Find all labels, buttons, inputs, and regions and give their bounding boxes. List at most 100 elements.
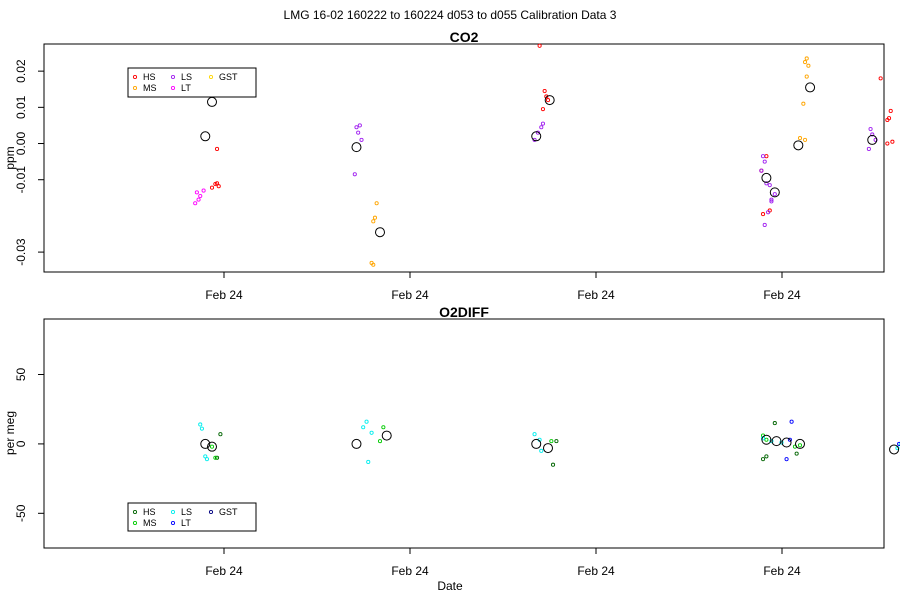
o2diff-y-tick-label: 0: [14, 440, 28, 447]
co2-point-ls: [766, 210, 771, 215]
co2-legend-label-gst: GST: [219, 72, 238, 82]
o2diff-x-axis: Feb 24 Feb 24 Feb 24 Feb 24: [205, 548, 801, 578]
co2-mean-marker: [805, 82, 816, 93]
o2diff-point-hs: [772, 421, 777, 426]
o2diff-point-ls: [204, 457, 210, 462]
co2-legend-label-lt: LT: [181, 83, 191, 93]
co2-legend-marker-ms: [132, 85, 138, 91]
co2-point-hs: [214, 146, 220, 152]
o2diff-point-hs: [218, 432, 223, 437]
co2-point-ls: [866, 146, 871, 152]
co2-mean-marker: [200, 131, 211, 142]
co2-point-ms: [374, 201, 379, 206]
co2-mean-marker: [544, 95, 555, 106]
co2-point-ls: [354, 125, 359, 130]
co2-mean-marker: [531, 131, 542, 142]
co2-point-ms: [372, 215, 378, 220]
o2diff-point-lt: [789, 419, 794, 424]
co2-legend-label-ls: LS: [181, 72, 192, 82]
o2diff-point-ls: [364, 419, 369, 424]
co2-x-tick-label: Feb 24: [205, 288, 243, 302]
o2diff-point-ms: [797, 443, 803, 448]
o2diff-mean-marker: [543, 443, 553, 454]
co2-y-tick-label: 0.00: [14, 132, 28, 156]
o2diff-x-tick-label: Feb 24: [205, 564, 243, 578]
co2-point-hs: [878, 76, 883, 81]
co2-point-ls: [540, 121, 546, 126]
o2diff-legend-box: [127, 502, 257, 532]
co2-point-ms: [797, 136, 803, 141]
co2-point-ms: [806, 63, 811, 68]
co2-point-ls: [762, 159, 767, 164]
o2diff-mean-marker: [531, 438, 542, 449]
co2-title: CO2: [450, 29, 479, 45]
co2-point-ms: [371, 262, 376, 267]
o2diff-legend-label-lt: LT: [181, 518, 191, 528]
o2diff-title: O2DIFF: [439, 304, 489, 320]
o2diff-legend-marker-lt: [170, 520, 176, 526]
co2-point-hs: [537, 43, 542, 48]
o2diff-x-label: Date: [437, 579, 463, 593]
o2diff-point-ls: [198, 422, 203, 427]
o2diff-point-ms: [209, 444, 215, 449]
co2-data-points: [193, 43, 895, 267]
co2-point-ls: [760, 154, 766, 159]
o2diff-point-lt: [784, 457, 789, 462]
co2-point-ls: [359, 137, 364, 142]
co2-plot-frame: [43, 43, 885, 273]
co2-point-ms: [804, 56, 809, 61]
co2-mean-marker: [867, 134, 878, 145]
co2-point-ls: [356, 130, 361, 135]
o2diff-point-ls: [779, 440, 784, 445]
o2diff-mean-marker: [200, 438, 211, 449]
co2-point-hs: [764, 154, 769, 159]
o2diff-mean-marker: [351, 438, 362, 449]
co2-point-ls: [870, 132, 875, 137]
o2diff-legend-marker-hs: [132, 509, 138, 515]
co2-point-ls: [772, 192, 777, 197]
o2diff-y-label: per meg: [3, 411, 17, 455]
co2-mean-marker: [207, 96, 217, 107]
co2-legend-marker-gst: [208, 74, 214, 80]
co2-mean-marker: [375, 227, 385, 238]
o2diff-point-hs: [554, 439, 559, 444]
co2-y-label: ppm: [3, 146, 17, 169]
co2-y-tick-label: 0.02: [14, 59, 28, 83]
o2diff-legend-marker-gst: [208, 509, 214, 515]
o2diff-point-hs: [214, 455, 220, 460]
o2diff-point-ls: [203, 454, 208, 459]
o2diff-plot-frame: [43, 318, 885, 549]
o2diff-legend-label-gst: GST: [219, 507, 238, 517]
co2-point-hs: [540, 107, 546, 112]
co2-y-tick-label: 0.01: [14, 95, 28, 119]
co2-legend-marker-lt: [170, 85, 176, 91]
o2diff-legend-label-ls: LS: [181, 507, 192, 517]
o2diff-point-ls: [366, 459, 371, 465]
o2diff-point-ms: [213, 455, 218, 460]
co2-mean-marker: [351, 142, 362, 153]
co2-point-ms: [801, 101, 806, 106]
o2diff-legend-label-ms: MS: [143, 518, 157, 528]
co2-legend-box: [127, 67, 257, 98]
o2diff-point-ls: [361, 425, 366, 430]
o2diff-point-lt: [897, 441, 900, 446]
co2-y-axis: 0.02 0.01 0.00 -0.01 -0.03: [14, 59, 44, 266]
o2diff-point-ms: [549, 439, 554, 444]
co2-point-lt: [196, 197, 201, 202]
co2-point-ls: [868, 126, 873, 132]
o2diff-legend-marker-ls: [170, 509, 176, 515]
co2-point-ls: [767, 183, 772, 188]
o2diff-point-ms: [764, 437, 769, 442]
co2-x-tick-label: Feb 24: [577, 288, 615, 302]
o2diff-point-ms: [381, 425, 386, 430]
co2-mean-marker: [761, 172, 772, 183]
co2-point-ms: [804, 74, 809, 79]
o2diff-panel: O2DIFF 50 0 -50 Feb 24 Feb 24 Feb 24 Feb 24 p…: [3, 304, 900, 593]
co2-point-lt: [193, 201, 198, 206]
o2diff-mean-marker: [381, 430, 392, 441]
co2-point-ls: [769, 199, 774, 204]
o2diff-legend-label-hs: HS: [143, 507, 156, 517]
o2diff-point-hs: [550, 462, 556, 467]
co2-point-hs: [216, 184, 221, 189]
